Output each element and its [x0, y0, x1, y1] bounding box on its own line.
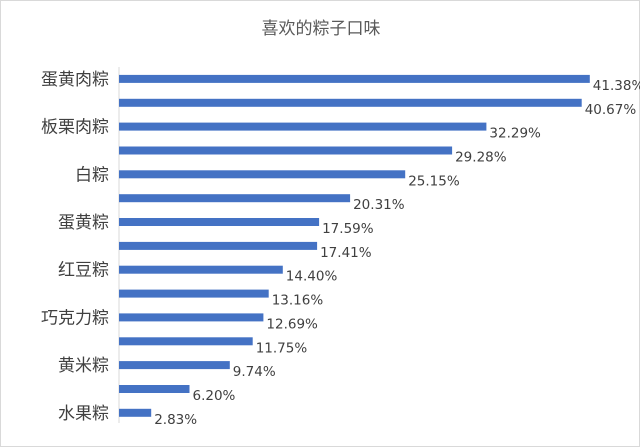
category-label-13: 黄米粽: [58, 356, 109, 376]
data-label-9: 14.40%: [286, 269, 338, 285]
bar-12: [119, 337, 253, 346]
bar-14: [119, 385, 190, 393]
data-label-1: 41.38%: [593, 78, 640, 94]
watermark-text: 头条@上书房信息咨询: [459, 416, 609, 434]
data-label-4: 29.28%: [455, 150, 507, 166]
bar-13: [119, 361, 230, 370]
bar-3: [119, 122, 487, 131]
bar-15: [119, 408, 152, 417]
bars-group: [119, 74, 590, 417]
data-label-8: 17.41%: [320, 245, 372, 261]
category-label-1: 蛋黄肉粽: [41, 70, 109, 90]
category-label-11: 巧克力粽: [41, 308, 109, 328]
category-label-15: 水果粽: [58, 404, 109, 424]
bar-10: [119, 289, 269, 298]
bar-1: [119, 74, 590, 83]
data-label-15: 2.83%: [154, 412, 197, 428]
data-label-13: 9.74%: [233, 364, 276, 380]
speech-bubble-icon: [487, 416, 507, 435]
data-label-7: 17.59%: [322, 221, 374, 237]
data-label-11: 12.69%: [266, 316, 318, 332]
category-label-3: 板栗肉粽: [41, 118, 109, 138]
data-label-2: 40.67%: [585, 102, 637, 118]
category-label-5: 白粽: [75, 165, 109, 185]
data-labels: 41.38% 40.67% 32.29% 29.28% 25.15%20.31% 17.5…: [154, 78, 640, 428]
bar-4: [119, 146, 453, 155]
category-label-9: 红豆粽: [58, 261, 109, 281]
bar-8: [119, 241, 318, 250]
bar-7: [119, 218, 320, 226]
bar-6: [119, 194, 351, 203]
data-label-3: 32.29%: [489, 126, 541, 142]
data-label-5: 25.15%: [408, 173, 460, 189]
bar-2: [119, 98, 582, 107]
bar-5: [119, 170, 406, 179]
bar-11: [119, 313, 264, 322]
category-label-7: 蛋黄粽: [58, 213, 109, 233]
watermark: 头条@上书房信息咨询: [459, 416, 609, 435]
data-label-6: 20.31%: [353, 197, 405, 213]
bar-9: [119, 265, 283, 274]
chart-title: 喜欢的粽子口味: [262, 19, 381, 39]
data-label-12: 11.75%: [256, 340, 308, 356]
data-label-10: 13.16%: [272, 293, 324, 309]
data-label-14: 6.20%: [193, 388, 236, 404]
